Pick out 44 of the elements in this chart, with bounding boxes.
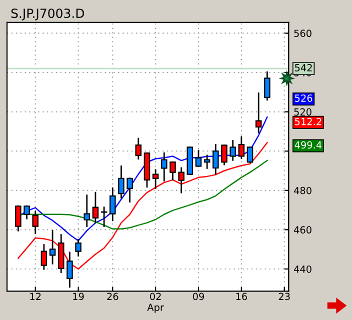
candlestick	[264, 71, 270, 101]
y-tick-label: 480	[294, 186, 312, 194]
candlestick	[204, 154, 210, 169]
candlestick	[92, 192, 99, 224]
chart-title: S.JP.J7003.D	[11, 8, 84, 20]
candlestick	[100, 206, 108, 228]
ref-line-label: 542	[295, 64, 312, 72]
candlestick	[170, 161, 176, 180]
x-tick-label: 02 Apr	[147, 292, 164, 313]
candlestick	[135, 138, 142, 160]
candlestick	[178, 167, 184, 194]
candlestick	[195, 150, 202, 167]
candlestick	[161, 152, 168, 182]
candlestick	[75, 239, 82, 257]
y-tick-label: 520	[294, 108, 312, 116]
text: 512.2	[295, 118, 322, 126]
y-tick-label: 560	[294, 30, 312, 38]
candlestick	[15, 205, 22, 232]
text: 499.4	[294, 141, 322, 149]
candlestick	[49, 230, 56, 264]
candlestick	[24, 205, 30, 220]
x-tick-label: 26	[107, 292, 118, 300]
x-tick-label: 09	[192, 292, 204, 300]
x-tick-label: 19	[73, 292, 84, 300]
candlestick	[84, 194, 90, 228]
candlestick	[126, 178, 133, 202]
x-tick-label: 23	[278, 292, 290, 300]
candlestick	[32, 210, 38, 234]
candlestick	[255, 92, 262, 134]
candlestick	[246, 146, 254, 163]
candlestick	[230, 140, 236, 161]
candlestick	[66, 252, 73, 288]
candlestick	[40, 244, 48, 270]
x-tick-label: 16	[236, 292, 247, 300]
candlestick	[221, 144, 228, 166]
candlestick	[118, 166, 124, 198]
candlestick	[238, 136, 245, 159]
candlestick	[212, 144, 219, 175]
x-tick-label: 12	[30, 292, 41, 300]
y-tick-label: 460	[294, 226, 312, 234]
y-tick-label: 440	[294, 265, 312, 273]
candlestick	[110, 188, 116, 222]
text: 526	[295, 94, 312, 102]
candlestick	[152, 169, 159, 189]
